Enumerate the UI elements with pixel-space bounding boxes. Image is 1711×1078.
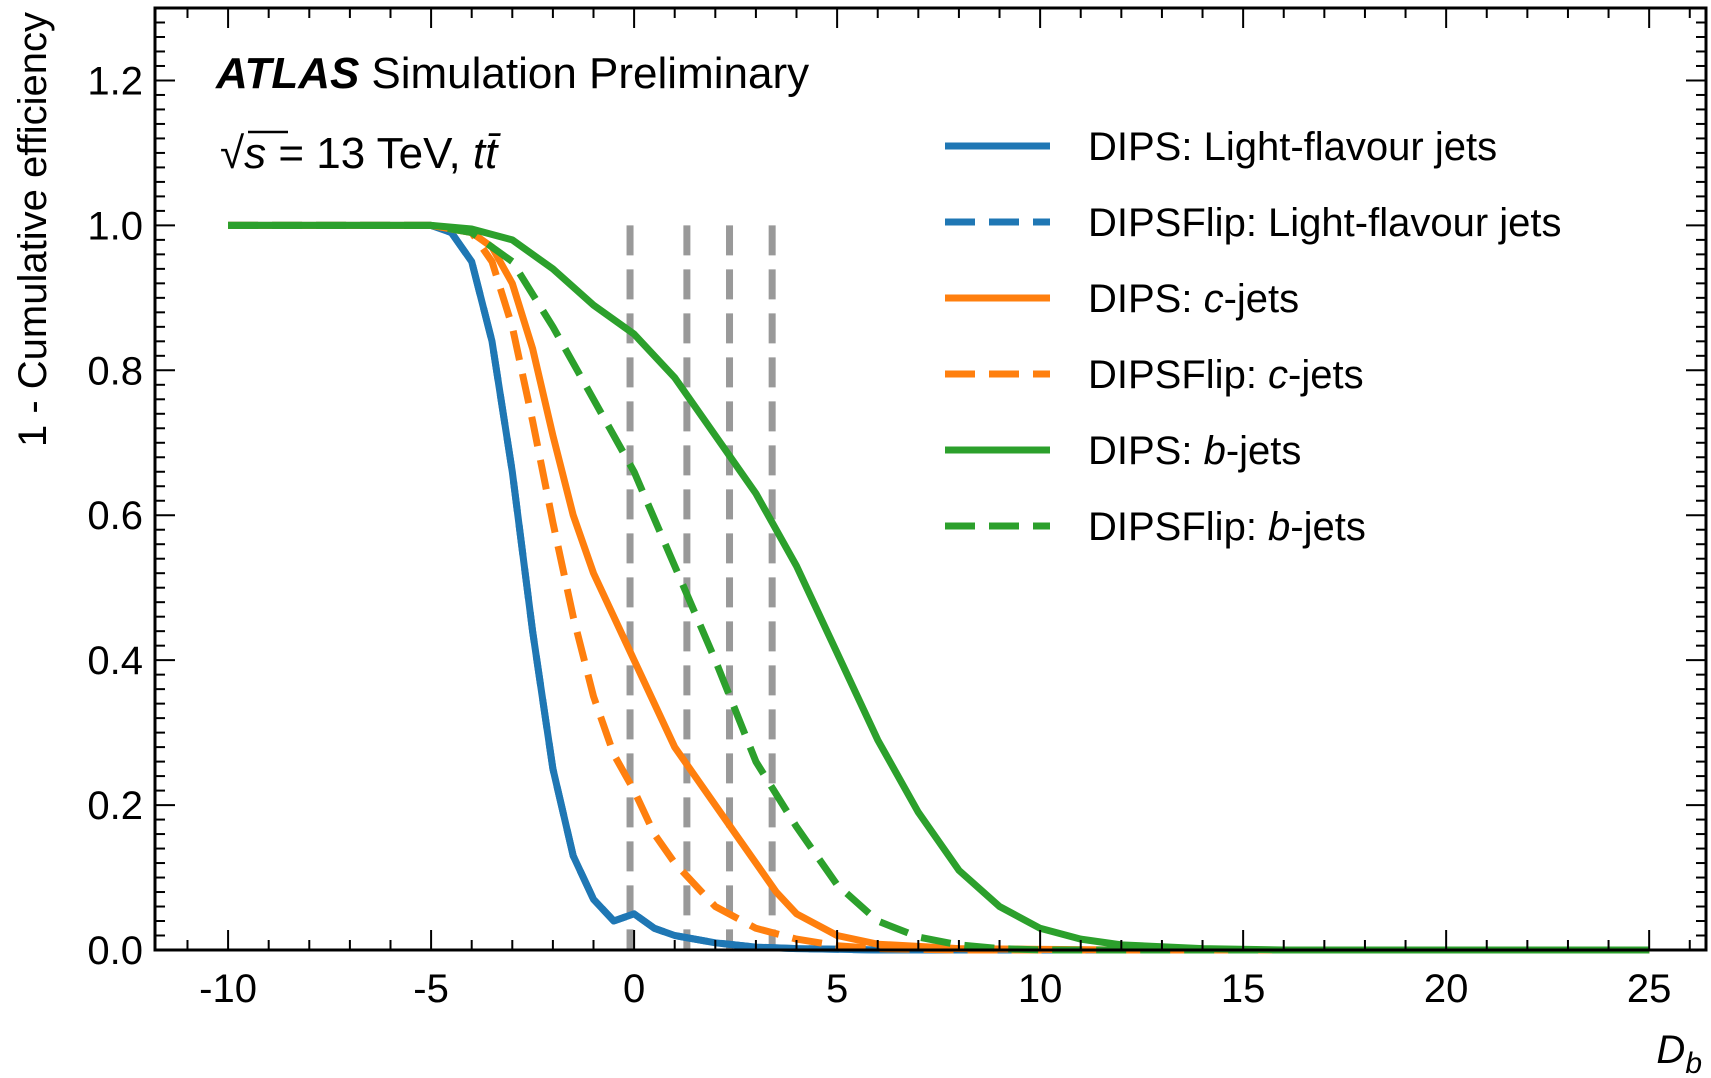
energy-variable: s [244,129,266,178]
legend-suffix: Light-flavour jets [1268,201,1561,245]
series-line-6 [228,221,1650,954]
legend-prefix: DIPSFlip: [1088,201,1268,245]
x-tick-label: 15 [1221,967,1266,1011]
x-tick-label: -5 [413,967,449,1011]
x-axis-label: Db [1656,1028,1702,1078]
y-tick-label: 0.2 [87,784,143,828]
series-line-3 [228,221,1650,954]
y-tick-label: 0.8 [87,349,143,393]
atlas-label: ATLAS [215,49,359,98]
reference-lines [626,225,776,950]
series-line-2 [228,221,1650,954]
plot-frame [153,6,1708,952]
x-tick-label: 25 [1627,967,1672,1011]
axis-ticks [155,7,1706,951]
x-tick-label: 10 [1018,967,1063,1011]
legend-italic: b [1204,429,1226,473]
status-label: Simulation Preliminary [371,49,809,98]
svg-text:√s = 13 TeV, tt̄: √s = 13 TeV, tt̄ [220,129,502,178]
legend-suffix: Light-flavour jets [1204,125,1497,169]
axis-tick-labels: -10 -5 0 5 10 15 20 25 0.0 0.2 0.4 0.6 0.8 1.0 1.2 [87,59,1671,1011]
legend-suffix: -jets [1290,505,1366,549]
y-axis-label: 1 - Cumulative efficiency [11,12,55,447]
legend-prefix: DIPS: [1088,125,1204,169]
x-tick-label: 0 [623,967,645,1011]
legend-suffix: -jets [1288,353,1364,397]
x-tick-label: 20 [1424,967,1469,1011]
x-tick-label: -10 [199,967,257,1011]
y-tick-label: 0.0 [87,929,143,973]
x-axis-label-main: D [1656,1028,1685,1072]
legend-prefix: DIPSFlip: [1088,505,1268,549]
legend-label-2: DIPSFlip: Light-flavour jets [1088,201,1562,245]
atlas-annotation: ATLAS Simulation Preliminary √s = 13 TeV,… [215,49,809,178]
y-tick-label: 0.6 [87,494,143,538]
sqrt-symbol: √ [220,129,245,178]
legend-suffix: -jets [1224,277,1300,321]
legend-prefix: DIPS: [1088,277,1204,321]
x-axis-label-sub: b [1685,1047,1702,1078]
process-label: tt̄ [473,129,502,178]
energy-text: = 13 TeV, [266,129,473,178]
x-tick-label: 5 [826,967,848,1011]
series-line-5 [228,221,1650,954]
legend-italic: c [1204,277,1224,321]
legend-label-5: DIPS: b-jets [1088,429,1301,473]
legend-italic: c [1268,353,1288,397]
legend-prefix: DIPS: [1088,429,1204,473]
y-tick-label: 1.0 [87,204,143,248]
legend-suffix: -jets [1226,429,1302,473]
legend-label-3: DIPS: c-jets [1088,277,1299,321]
legend-italic: b [1268,505,1290,549]
y-tick-label: 0.4 [87,639,143,683]
legend-prefix: DIPSFlip: [1088,353,1268,397]
legend-label-1: DIPS: Light-flavour jets [1088,125,1497,169]
y-tick-label: 1.2 [87,59,143,103]
legend-label-6: DIPSFlip: b-jets [1088,505,1366,549]
legend-label-4: DIPSFlip: c-jets [1088,353,1364,397]
series-layer [228,221,1650,954]
